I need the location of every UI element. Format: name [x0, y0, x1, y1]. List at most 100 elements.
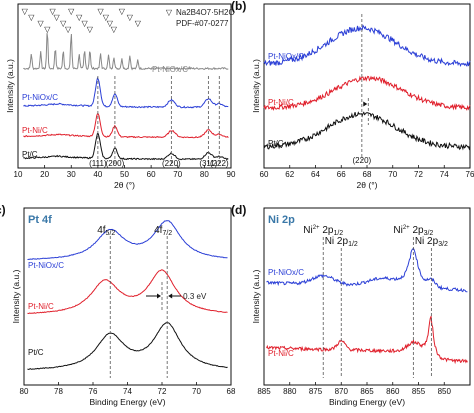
panel-label: (d) [231, 203, 246, 217]
peak-label-main: 4f [97, 225, 106, 236]
ref-peak-marker: ▽ [65, 25, 72, 34]
series-line-2 [23, 113, 229, 139]
x-tick-label: 70 [388, 170, 397, 179]
ref-peak-marker: ▽ [119, 7, 126, 16]
x-tick-label: 72 [158, 387, 167, 396]
series-line-1 [27, 269, 228, 315]
ref-peak-marker: ▽ [135, 19, 142, 28]
ref-peak-marker: ▽ [60, 19, 67, 28]
series-label-3: Pt/C [22, 150, 38, 159]
peak-label-orb: 2p [424, 236, 438, 247]
ref-peak-marker: ▽ [68, 7, 75, 16]
shift-arrowhead-left [157, 293, 161, 299]
peak-label-sup: 2+ [313, 225, 320, 231]
x-tick-label: 885 [257, 387, 271, 396]
x-tick-label: 50 [120, 170, 129, 179]
y-axis-label: Intensity (a.u.) [251, 59, 261, 113]
ref-peak-marker: ▽ [103, 13, 110, 22]
peak-label-sup: 2+ [403, 225, 410, 231]
series-label-0: Pt-NiOx/C [268, 52, 304, 61]
y-axis-label: Intensity (a.u.) [251, 269, 261, 323]
reflection-label: (220) [353, 156, 372, 165]
x-tick-label: 62 [285, 170, 294, 179]
x-tick-label: 60 [260, 170, 269, 179]
ref-peak-marker: ▽ [50, 7, 57, 16]
x-axis-label: Binding Energy (eV) [329, 397, 405, 407]
series-line-0 [23, 33, 229, 71]
x-tick-label: 870 [335, 387, 349, 396]
panel-b-xrd-zoom: 60 62 64 66 68 70 72 74 76 2θ (°) Intensity (a.u.)… [231, 0, 474, 190]
peak-label-main: Ni [415, 236, 424, 247]
panel-c-pt4f-xps: 80 78 76 74 72 70 68 Binding Energy (eV) Intensi… [0, 203, 236, 407]
peak-label-sub: 3/2 [424, 230, 434, 237]
series-label-0: Pt-NiOx/C [268, 268, 304, 277]
x-tick-label: 72 [414, 170, 423, 179]
x-tick-label: 855 [412, 387, 426, 396]
ref-peak-marker: ▽ [76, 13, 83, 22]
series-label-0: Pt-NiOx/C* [152, 65, 191, 74]
x-axis-label: 2θ (°) [114, 180, 135, 190]
panel-d-ni2p-xps: 885 880 875 870 865 860 855 850 Binding Energy (… [231, 203, 471, 407]
panel-a-xrd: 10 20 30 40 50 60 70 80 90 2θ (°) Intensity (a.u.)… [5, 3, 236, 190]
x-tick-label: 64 [311, 170, 320, 179]
x-tick-label: 865 [360, 387, 374, 396]
x-tick-label: 74 [440, 170, 449, 179]
x-tick-label: 68 [227, 387, 236, 396]
series-line-1 [263, 75, 471, 111]
x-tick-label: 90 [227, 170, 236, 179]
x-tick-label: 40 [93, 170, 102, 179]
corner-label: Pt 4f [28, 214, 52, 226]
series-label-2: Pt/C [268, 139, 284, 148]
x-tick-label: 78 [54, 387, 63, 396]
series-label-1: Pt-Ni/C [268, 349, 294, 358]
peak-label-orb: 2p [320, 225, 334, 236]
x-tick-label: 66 [337, 170, 346, 179]
series-line-1 [23, 77, 229, 109]
legend-marker: ▽ [166, 8, 173, 17]
series-line-0 [263, 24, 471, 68]
x-tick-label: 70 [192, 387, 201, 396]
reflection-label-4: (222) [210, 159, 229, 168]
y-axis-label: Intensity (a.u.) [11, 269, 21, 323]
series-line-0 [27, 220, 228, 260]
ref-peak-marker: ▽ [107, 19, 114, 28]
peak-label-orb: 2p [410, 225, 424, 236]
peak-label-1: 4f7/2 [154, 225, 172, 237]
series-label-2: Pt/C [28, 348, 44, 357]
x-tick-label: 850 [438, 387, 452, 396]
peak-label-0: Ni2+ 2p1/2 [303, 225, 343, 237]
peak-label-sub: 7/2 [162, 230, 172, 237]
shift-label: 0.3 eV [183, 292, 207, 301]
peak-label-main: Ni [325, 236, 334, 247]
x-tick-label: 30 [67, 170, 76, 179]
shift-arrowhead [363, 101, 368, 107]
x-tick-label: 74 [123, 387, 132, 396]
peak-label-0: 4f5/2 [97, 225, 115, 237]
series-label-1: Pt-Ni/C [268, 98, 294, 107]
corner-label: Ni 2p [268, 214, 295, 226]
peak-label-3: Ni 2p3/2 [415, 236, 448, 248]
panel-label: (c) [0, 203, 6, 217]
reflection-label-3: (311) [199, 159, 217, 168]
x-axis-label: Binding Energy (eV) [89, 397, 165, 407]
peak-label-sub: 1/2 [333, 230, 343, 237]
ref-peak-marker: ▽ [111, 25, 118, 34]
x-tick-label: 68 [363, 170, 372, 179]
reflection-label-1: (200) [106, 159, 125, 168]
x-tick-label: 10 [14, 170, 23, 179]
x-tick-label: 860 [386, 387, 400, 396]
peak-label-sub: 1/2 [348, 241, 358, 248]
peak-label-main: Ni [303, 225, 312, 236]
y-axis-label: Intensity (a.u.) [5, 59, 15, 113]
ref-peak-marker: ▽ [97, 7, 104, 16]
x-tick-label: 70 [173, 170, 182, 179]
x-tick-label: 20 [40, 170, 49, 179]
reflection-label-0: (111) [89, 159, 107, 168]
series-label-2: Pt-Ni/C [22, 126, 48, 135]
x-tick-label: 76 [89, 387, 98, 396]
x-tick-label: 880 [283, 387, 297, 396]
series-line-2 [263, 111, 471, 151]
peak-label-2: Ni2+ 2p3/2 [393, 225, 433, 237]
ref-peak-marker: ▽ [38, 19, 45, 28]
